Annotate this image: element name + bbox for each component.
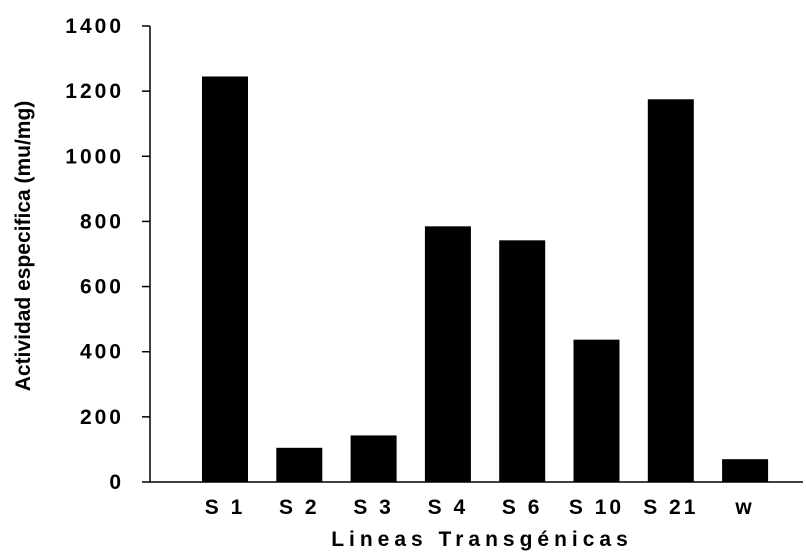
x-tick-label: S 2	[279, 496, 320, 519]
x-tick-labels: S 1 S 2 S 3 S 4 S 6 S 10 S 21 w	[205, 496, 754, 519]
x-tick-label: S 3	[353, 496, 394, 519]
x-axis-title: Lineas Transgénicas	[331, 528, 633, 551]
bar-s3	[350, 435, 397, 482]
bar-s21	[647, 99, 694, 483]
bar-s10	[573, 339, 620, 482]
y-tick-label: 800	[80, 210, 124, 233]
y-ticks: 0 200 400 600 800 1000 1200 1400	[65, 15, 150, 494]
y-tick-label: 1000	[65, 145, 124, 168]
y-tick-label: 1200	[65, 80, 124, 103]
y-tick-label: 200	[80, 406, 124, 429]
y-tick-label: 400	[80, 341, 124, 364]
bar-s4	[424, 226, 471, 482]
x-tick-label: S 6	[502, 496, 543, 519]
bar-s2	[276, 447, 323, 482]
y-tick-label: 600	[80, 276, 124, 299]
y-tick-label: 0	[109, 471, 124, 494]
x-tick-label: S 10	[569, 496, 624, 519]
x-tick-label: w	[734, 496, 754, 519]
bars	[202, 76, 769, 483]
x-tick-label: S 4	[428, 496, 469, 519]
bar-s1	[202, 76, 248, 482]
x-axis: S 1 S 2 S 3 S 4 S 6 S 10 S 21 w	[150, 481, 803, 519]
y-axis: 0 200 400 600 800 1000 1200 1400	[65, 15, 151, 494]
x-tick-label: S 21	[643, 496, 698, 519]
x-tick-label: S 1	[205, 496, 246, 519]
y-axis-title: Actividad especifica (mu/mg)	[12, 101, 35, 392]
y-tick-label: 1400	[65, 15, 124, 38]
bar-s6	[499, 240, 546, 482]
bar-w	[722, 459, 769, 482]
